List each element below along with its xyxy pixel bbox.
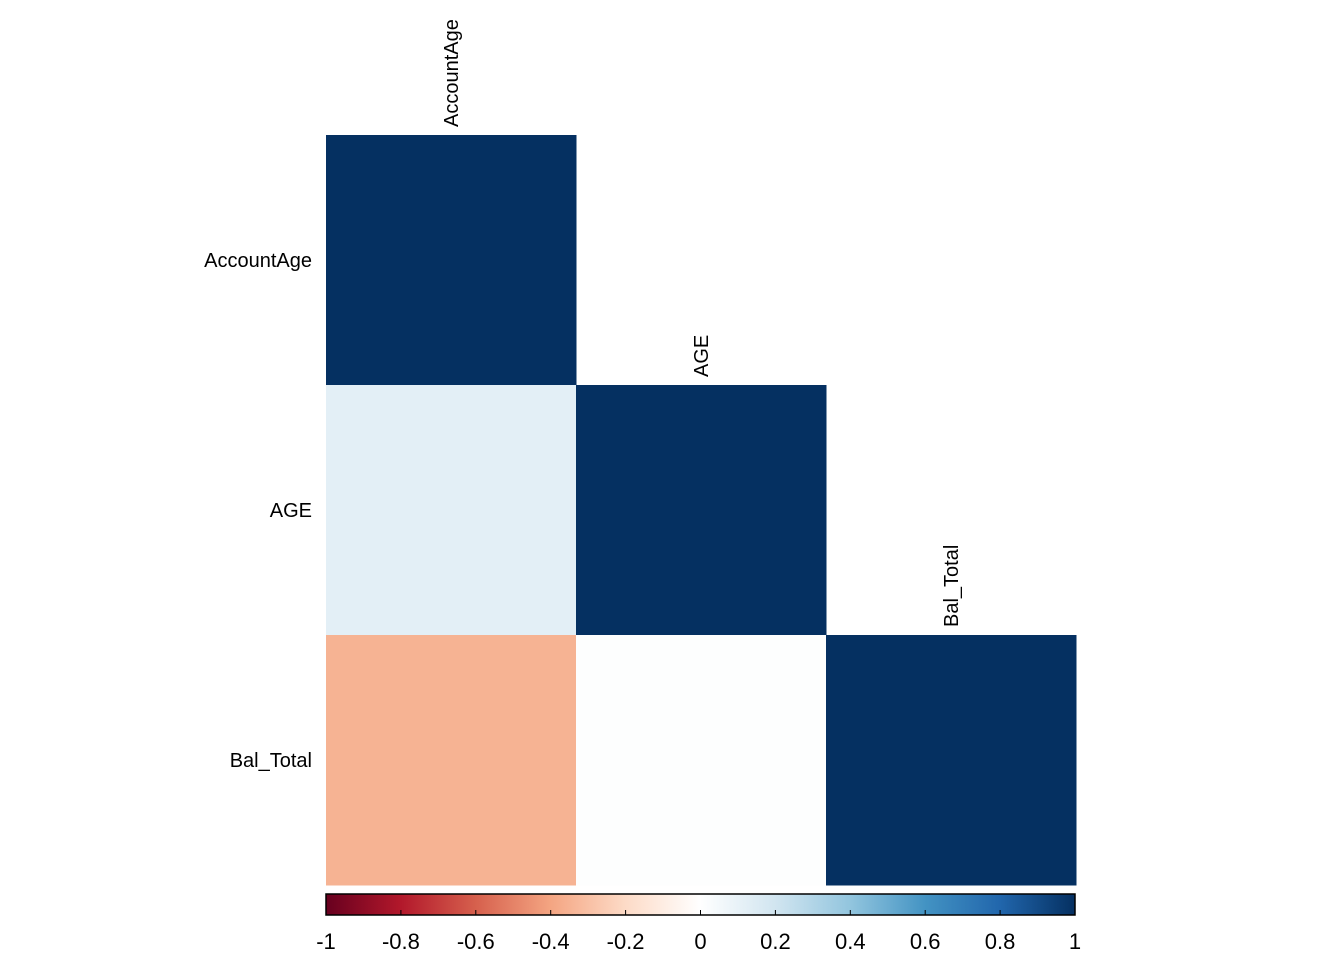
cell-bal_total-age bbox=[576, 635, 827, 886]
colorbar-tick-label: 0.4 bbox=[835, 929, 866, 954]
cell-accountage-accountage bbox=[326, 135, 577, 386]
colorbar-tick-label: 0.8 bbox=[985, 929, 1016, 954]
row-label-accountage: AccountAge bbox=[204, 250, 312, 272]
colorbar-tick-label: -0.8 bbox=[382, 929, 420, 954]
cell-age-age bbox=[576, 385, 827, 636]
column-label-bal_total: Bal_Total bbox=[941, 545, 963, 627]
colorbar-tick-label: -1 bbox=[316, 929, 336, 954]
cell-bal_total-bal_total bbox=[826, 635, 1077, 886]
cell-age-accountage bbox=[326, 385, 577, 636]
colorbar-tick-label: 1 bbox=[1069, 929, 1081, 954]
colorbar-tick-label: 0 bbox=[694, 929, 706, 954]
colorbar-tick-label: 0.2 bbox=[760, 929, 791, 954]
row-label-bal_total: Bal_Total bbox=[230, 750, 312, 772]
colorbar-tick-label: 0.6 bbox=[910, 929, 941, 954]
cell-bal_total-accountage bbox=[326, 635, 577, 886]
column-label-accountage: AccountAge bbox=[441, 19, 463, 127]
row-label-age: AGE bbox=[270, 500, 312, 522]
colorbar-ticks: -1 -0.8 -0.6 -0.4 -0.2 0 0.2 0.4 0.6 0.8 1 bbox=[316, 910, 1081, 954]
colorbar: -1 -0.8 -0.6 -0.4 -0.2 0 0.2 0.4 0.6 0.8 1 bbox=[316, 893, 1081, 954]
colorbar-tick-label: -0.6 bbox=[457, 929, 495, 954]
column-label-age: AGE bbox=[691, 335, 713, 377]
heatmap-cells bbox=[326, 135, 1077, 886]
colorbar-tick-label: -0.2 bbox=[607, 929, 645, 954]
colorbar-tick-label: -0.4 bbox=[532, 929, 570, 954]
column-labels: AccountAge AGE Bal_Total bbox=[441, 19, 963, 627]
row-labels: AccountAge AGE Bal_Total bbox=[204, 250, 312, 772]
